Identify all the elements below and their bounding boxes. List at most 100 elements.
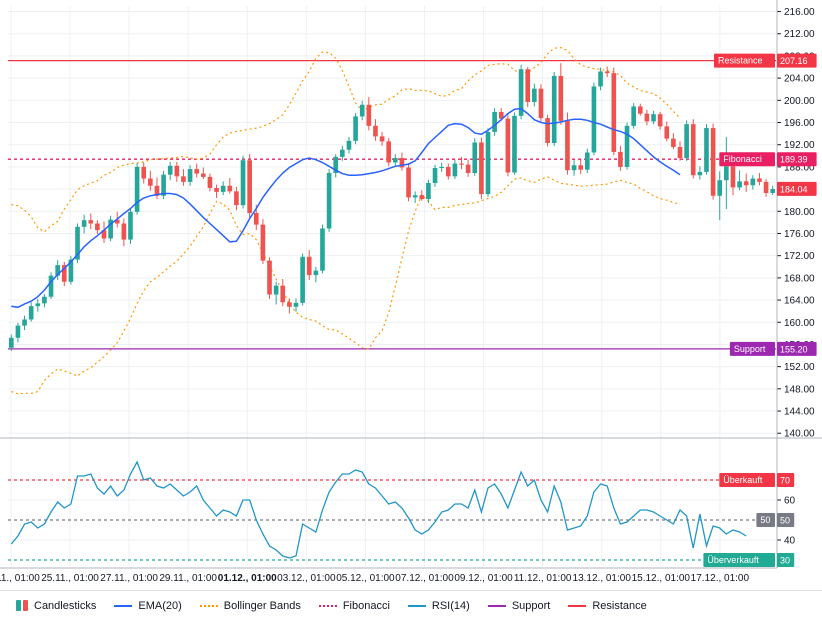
- rsi-mid-tag-label: 50: [760, 515, 770, 525]
- candle-body: [737, 181, 742, 188]
- candle-body: [406, 167, 411, 198]
- candle-body: [770, 189, 776, 193]
- candle-body: [253, 212, 259, 225]
- time-tick-label: 15.12., 01:00: [632, 573, 691, 584]
- candle-body: [366, 104, 372, 126]
- legend-label: Candlesticks: [34, 599, 97, 612]
- candle-body: [114, 219, 120, 224]
- legend-item[interactable]: RSI(14): [407, 600, 470, 612]
- candle-body: [439, 166, 444, 169]
- candle-body: [326, 173, 332, 229]
- price-tick-label: 152.00: [784, 362, 815, 373]
- candle-body: [545, 118, 550, 144]
- time-tick-label: 25.11., 01:00: [41, 573, 99, 584]
- candle-body: [637, 106, 643, 114]
- candle-body: [584, 152, 590, 170]
- candle-body: [465, 164, 471, 174]
- price-tick-label: 204.00: [784, 74, 815, 85]
- fibonacci-tag-label-box: [719, 152, 775, 167]
- grid: [8, 6, 776, 566]
- resistance-tag-value: 207.16: [780, 56, 808, 66]
- support-tag-label-box: [729, 341, 775, 356]
- candle-body: [604, 71, 610, 74]
- legend: Candlesticks EMA(20) Bollinger Bands Fibona…: [0, 590, 822, 620]
- legend-item[interactable]: EMA(20): [114, 599, 182, 612]
- stock-chart: 216.00212.00208.00204.00200.00196.00192.…: [0, 0, 822, 584]
- candle-body: [485, 131, 491, 195]
- last-price-tag-value: 184.04: [780, 184, 808, 194]
- candle-body: [532, 88, 537, 102]
- candle-body: [207, 176, 213, 188]
- legend-label: Fibonacci: [342, 599, 390, 612]
- candle-body: [287, 302, 292, 307]
- legend-item[interactable]: Fibonacci: [318, 599, 390, 612]
- resistance-tag-label-box: [714, 53, 775, 68]
- candle-body: [81, 220, 87, 227]
- candle-body: [88, 220, 94, 224]
- price-tick-label: 196.00: [784, 118, 815, 129]
- last-price-tag-value-box: [777, 181, 817, 196]
- time-tick-label: 29.11., 01:00: [159, 573, 217, 584]
- candle-body: [565, 120, 570, 171]
- candle-body: [8, 337, 14, 348]
- last-price-tag: 184.04: [777, 181, 817, 196]
- candle-body: [181, 176, 186, 182]
- candle-body: [452, 163, 458, 177]
- candle-body: [141, 166, 147, 179]
- legend-line-swatch: [568, 604, 587, 607]
- fibonacci-tag-label: Fibonacci: [723, 154, 762, 164]
- candle-body: [306, 256, 312, 276]
- legend-item[interactable]: Support: [487, 600, 550, 612]
- candle-body: [472, 142, 478, 174]
- oversold-tag-label: Überverkauft: [707, 555, 759, 565]
- time-tick-label: 11.12., 01:00: [514, 573, 572, 584]
- candle-body: [492, 111, 497, 132]
- price-tick-label: 164.00: [784, 296, 815, 307]
- overbought-tag-value-box: [777, 473, 795, 487]
- legend-item[interactable]: Resistance: [568, 600, 647, 612]
- candle-body: [657, 114, 663, 127]
- candle-body: [75, 226, 80, 260]
- candle-body: [690, 124, 696, 176]
- candle-body: [333, 156, 339, 174]
- candle-body: [148, 178, 153, 186]
- candle-body: [757, 178, 762, 182]
- candle-body: [459, 163, 464, 165]
- candle-body: [624, 125, 630, 167]
- candle-body: [525, 69, 531, 102]
- fibonacci-tag-value: 189.39: [780, 155, 808, 165]
- candle-body: [399, 158, 405, 168]
- legend-item[interactable]: Bollinger Bands: [199, 600, 301, 612]
- legend-label: EMA(20): [138, 599, 182, 612]
- price-tick-label: 192.00: [784, 140, 815, 151]
- support-tag-label: Support: [734, 344, 766, 354]
- time-tick-label: 07.12., 01:00: [395, 573, 454, 584]
- candle-body: [571, 165, 577, 171]
- resistance-tag-value-box: [777, 53, 817, 68]
- oversold-tag-label-box: [703, 553, 775, 567]
- candle-body: [671, 138, 676, 147]
- oversold-tag-value: 30: [780, 556, 790, 566]
- rsi-mid-tag-value-box: [777, 513, 795, 527]
- rsi-tick-label: 60: [784, 496, 796, 507]
- time-tick-label: 27.11., 01:00: [100, 573, 158, 584]
- rsi-mid-tag-label-box: [756, 513, 775, 527]
- price-tick-label: 172.00: [784, 251, 815, 262]
- price-tick-label: 148.00: [784, 384, 815, 395]
- candle-body: [505, 118, 511, 173]
- price-tick-label: 160.00: [784, 318, 815, 329]
- overbought-tag: 70 Überkauft: [719, 473, 795, 487]
- candle-body: [28, 306, 34, 320]
- rsi-mid-tag-value: 50: [780, 516, 790, 526]
- price-pane: [8, 46, 776, 395]
- candle-body: [174, 165, 180, 177]
- overbought-tag-value: 70: [780, 476, 790, 486]
- candle-body: [359, 104, 365, 117]
- candle-body: [412, 195, 418, 198]
- candle-body: [618, 151, 623, 167]
- oversold-tag: 30 Überverkauft: [703, 553, 795, 567]
- candle-body: [240, 160, 246, 206]
- price-tick-label: 216.00: [784, 7, 815, 18]
- legend-item[interactable]: Candlesticks: [16, 600, 96, 612]
- candle-body: [134, 166, 140, 212]
